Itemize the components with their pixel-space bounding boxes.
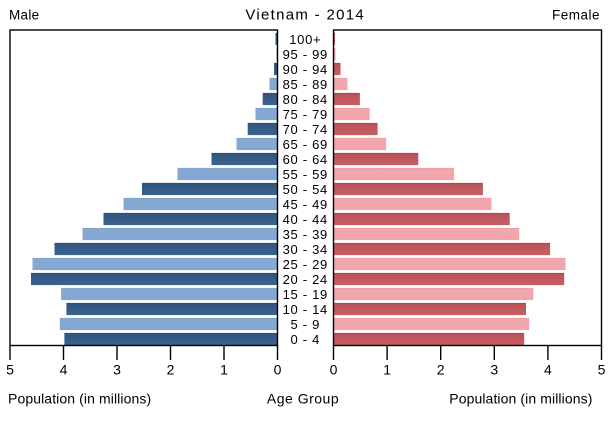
svg-text:3: 3: [113, 362, 121, 378]
svg-text:90 - 94: 90 - 94: [283, 62, 328, 77]
svg-text:40 - 44: 40 - 44: [283, 212, 328, 227]
svg-text:5 - 9: 5 - 9: [291, 317, 321, 332]
svg-text:5: 5: [6, 362, 14, 378]
svg-text:5: 5: [598, 362, 606, 378]
svg-text:2: 2: [437, 362, 445, 378]
svg-text:10 - 14: 10 - 14: [283, 302, 328, 317]
svg-text:0 - 4: 0 - 4: [291, 332, 321, 347]
svg-text:1: 1: [383, 362, 391, 378]
svg-text:100+: 100+: [289, 32, 321, 47]
svg-text:30 - 34: 30 - 34: [283, 242, 328, 257]
svg-text:55 - 59: 55 - 59: [283, 167, 328, 182]
svg-text:20 - 24: 20 - 24: [283, 272, 328, 287]
svg-text:0: 0: [274, 362, 282, 378]
svg-text:1: 1: [220, 362, 228, 378]
svg-text:Age Group: Age Group: [267, 391, 339, 407]
svg-text:4: 4: [544, 362, 552, 378]
svg-text:70 - 74: 70 - 74: [283, 122, 328, 137]
svg-text:Vietnam - 2014: Vietnam - 2014: [245, 7, 365, 24]
svg-text:60 - 64: 60 - 64: [283, 152, 328, 167]
svg-text:50 - 54: 50 - 54: [283, 182, 328, 197]
svg-text:3: 3: [490, 362, 498, 378]
svg-text:Male: Male: [9, 8, 39, 23]
svg-text:Population (in millions): Population (in millions): [8, 391, 151, 407]
svg-text:Population (in millions): Population (in millions): [449, 391, 592, 407]
svg-text:80 - 84: 80 - 84: [283, 92, 328, 107]
svg-text:15 - 19: 15 - 19: [283, 287, 328, 302]
svg-text:Female: Female: [552, 8, 600, 23]
svg-text:4: 4: [60, 362, 68, 378]
svg-text:0: 0: [330, 362, 338, 378]
svg-text:2: 2: [167, 362, 175, 378]
svg-text:65 - 69: 65 - 69: [283, 137, 328, 152]
svg-text:75 - 79: 75 - 79: [283, 107, 328, 122]
svg-text:95 - 99: 95 - 99: [283, 47, 328, 62]
svg-text:25 - 29: 25 - 29: [283, 257, 328, 272]
svg-text:45 - 49: 45 - 49: [283, 197, 328, 212]
svg-text:85 - 89: 85 - 89: [283, 77, 328, 92]
svg-text:35 - 39: 35 - 39: [283, 227, 328, 242]
